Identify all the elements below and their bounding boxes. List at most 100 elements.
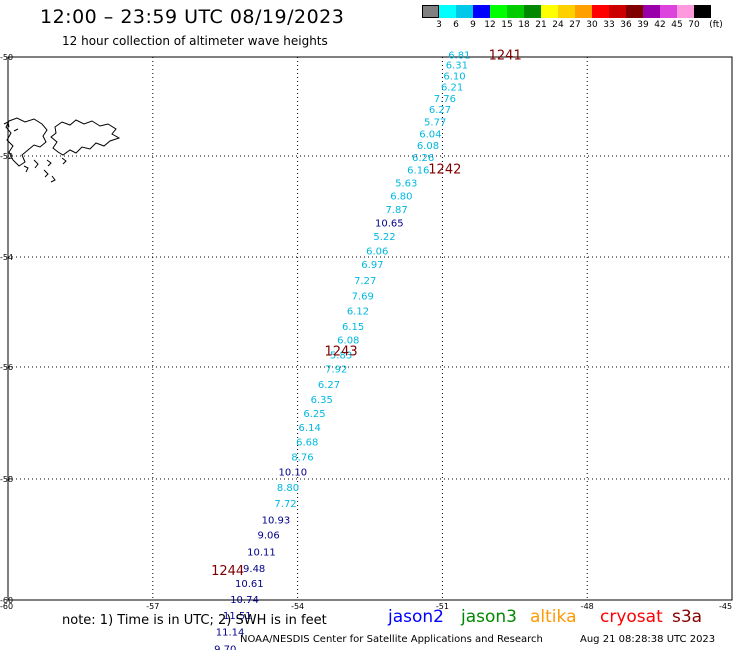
pass-number-label: 1241 <box>489 49 522 64</box>
wave-height-value: 7.27 <box>354 276 376 287</box>
wave-height-value: 6.31 <box>446 60 468 71</box>
wave-height-value: 6.04 <box>419 130 441 141</box>
wave-height-value: 6.08 <box>417 141 439 152</box>
wave-height-value: 6.27 <box>429 105 451 116</box>
wave-height-value: 5.83 <box>330 350 352 361</box>
scale-label: 42 <box>654 20 666 30</box>
wave-height-value: 5.22 <box>373 232 395 243</box>
coastline-west-falkland <box>5 117 48 167</box>
wave-height-value: 8.76 <box>291 453 313 464</box>
scale-swatch <box>473 5 490 18</box>
coastline-east-falkland <box>50 119 121 156</box>
pass-number-label: 1242 <box>428 163 461 178</box>
wave-height-value: 7.72 <box>274 499 296 510</box>
lon-tick-label: -48 <box>581 602 594 611</box>
lat-tick-label: -58 <box>0 475 13 484</box>
coastline-islets <box>3 121 67 183</box>
lat-tick-label: -60 <box>0 596 13 605</box>
grid-layer <box>7 56 733 601</box>
lat-tick-label: -56 <box>0 363 13 372</box>
wave-height-value: 6.08 <box>337 336 359 347</box>
wave-height-value: 10.65 <box>375 219 404 230</box>
pass-number-label: 1244 <box>211 564 244 579</box>
scale-swatch <box>558 5 575 18</box>
scale-label: 18 <box>518 20 530 30</box>
wave-height-value: 10.10 <box>278 468 307 479</box>
wave-height-value: 8.80 <box>277 483 299 494</box>
satellite-legend-altika: altika <box>530 607 577 627</box>
wave-height-value: 6.16 <box>407 166 429 177</box>
scale-label: 36 <box>620 20 632 30</box>
wave-height-value: 7.69 <box>352 292 374 303</box>
scale-label: 33 <box>603 20 615 30</box>
wave-height-value: 6.26 <box>412 153 434 164</box>
scale-label: 21 <box>535 20 547 30</box>
lon-tick-label: -57 <box>146 602 159 611</box>
wave-height-value: 6.27 <box>318 380 340 391</box>
wave-height-value: 9.70 <box>214 644 236 650</box>
wave-height-value: 6.10 <box>443 71 465 82</box>
axis-tick-labels: -50 -52 -54 -56 -58 -60-60 -57 -54 -51 -48 -45 <box>0 53 732 611</box>
wave-height-value: 10.74 <box>230 595 259 606</box>
pass-number-label: 1243 <box>325 345 358 360</box>
wave-height-color-scale: 3 6 9 12 15 18 21 24 27 30 33 36 39 42 45 70 (ft) <box>422 5 740 30</box>
scale-swatches <box>422 5 740 18</box>
scale-swatch <box>677 5 694 18</box>
wave-height-value: 6.12 <box>347 306 369 317</box>
scale-label: 6 <box>453 20 459 30</box>
scale-swatch <box>439 5 456 18</box>
falkland-islands-coastline <box>3 117 121 183</box>
footer-note: note: 1) Time is in UTC; 2) SWH is in fe… <box>62 613 327 628</box>
scale-label: 9 <box>470 20 476 30</box>
wave-height-value: 9.06 <box>258 531 280 542</box>
lon-tick-label: -60 <box>0 602 13 611</box>
scale-label: (ft) <box>709 20 723 30</box>
scale-label: 30 <box>586 20 598 30</box>
scale-swatch <box>422 5 439 18</box>
scale-swatch <box>626 5 643 18</box>
scale-swatch <box>541 5 558 18</box>
wave-height-value: 7.87 <box>385 205 407 216</box>
scale-label: 27 <box>569 20 581 30</box>
scale-swatch <box>507 5 524 18</box>
wave-height-value: 10.11 <box>247 548 276 559</box>
scale-label: 45 <box>671 20 683 30</box>
satellite-legend-jason2: jason2 <box>388 607 444 627</box>
scale-swatch <box>490 5 507 18</box>
lat-tick-label: -54 <box>0 253 13 262</box>
scale-label: 70 <box>688 20 700 30</box>
scale-swatch <box>643 5 660 18</box>
wave-height-value: 9.48 <box>243 564 265 575</box>
map-frame <box>7 56 733 601</box>
satellite-legend-s3a: s3a <box>672 607 703 627</box>
wave-height-value: 6.97 <box>361 260 383 271</box>
lat-tick-label: -50 <box>0 53 13 62</box>
scale-labels: 3 6 9 12 15 18 21 24 27 30 33 36 39 42 45 70 (ft) <box>422 18 740 30</box>
scale-label: 3 <box>436 20 442 30</box>
lon-tick-label: -51 <box>436 602 449 611</box>
wave-height-value: 6.68 <box>296 437 318 448</box>
map-subtitle: 12 hour collection of altimeter wave hei… <box>62 34 328 48</box>
lon-tick-label: -45 <box>719 602 732 611</box>
wave-height-value: 11.14 <box>216 627 245 638</box>
wave-height-value: 6.80 <box>390 191 412 202</box>
scale-label: 15 <box>501 20 513 30</box>
wave-height-value: 5.77 <box>424 117 446 128</box>
wave-height-value: 7.76 <box>434 94 456 105</box>
satellite-legend-cryosat: cryosat <box>600 607 663 627</box>
scale-swatch <box>592 5 609 18</box>
pass-number-labels: 1241 1242 1243 1244 <box>211 49 522 579</box>
scale-swatch <box>609 5 626 18</box>
wave-height-value: 10.61 <box>235 579 264 590</box>
lon-tick-label: -54 <box>291 602 304 611</box>
footer-credit: NOAA/NESDIS Center for Satellite Applica… <box>240 634 543 645</box>
scale-label: 12 <box>484 20 496 30</box>
map-title: 12:00 – 23:59 UTC 08/19/2023 <box>40 6 345 28</box>
scale-swatch <box>524 5 541 18</box>
wave-height-value: 6.21 <box>441 83 463 94</box>
wave-height-value: 6.81 <box>448 51 470 62</box>
scale-swatch <box>575 5 592 18</box>
lat-tick-label: -52 <box>0 152 13 161</box>
